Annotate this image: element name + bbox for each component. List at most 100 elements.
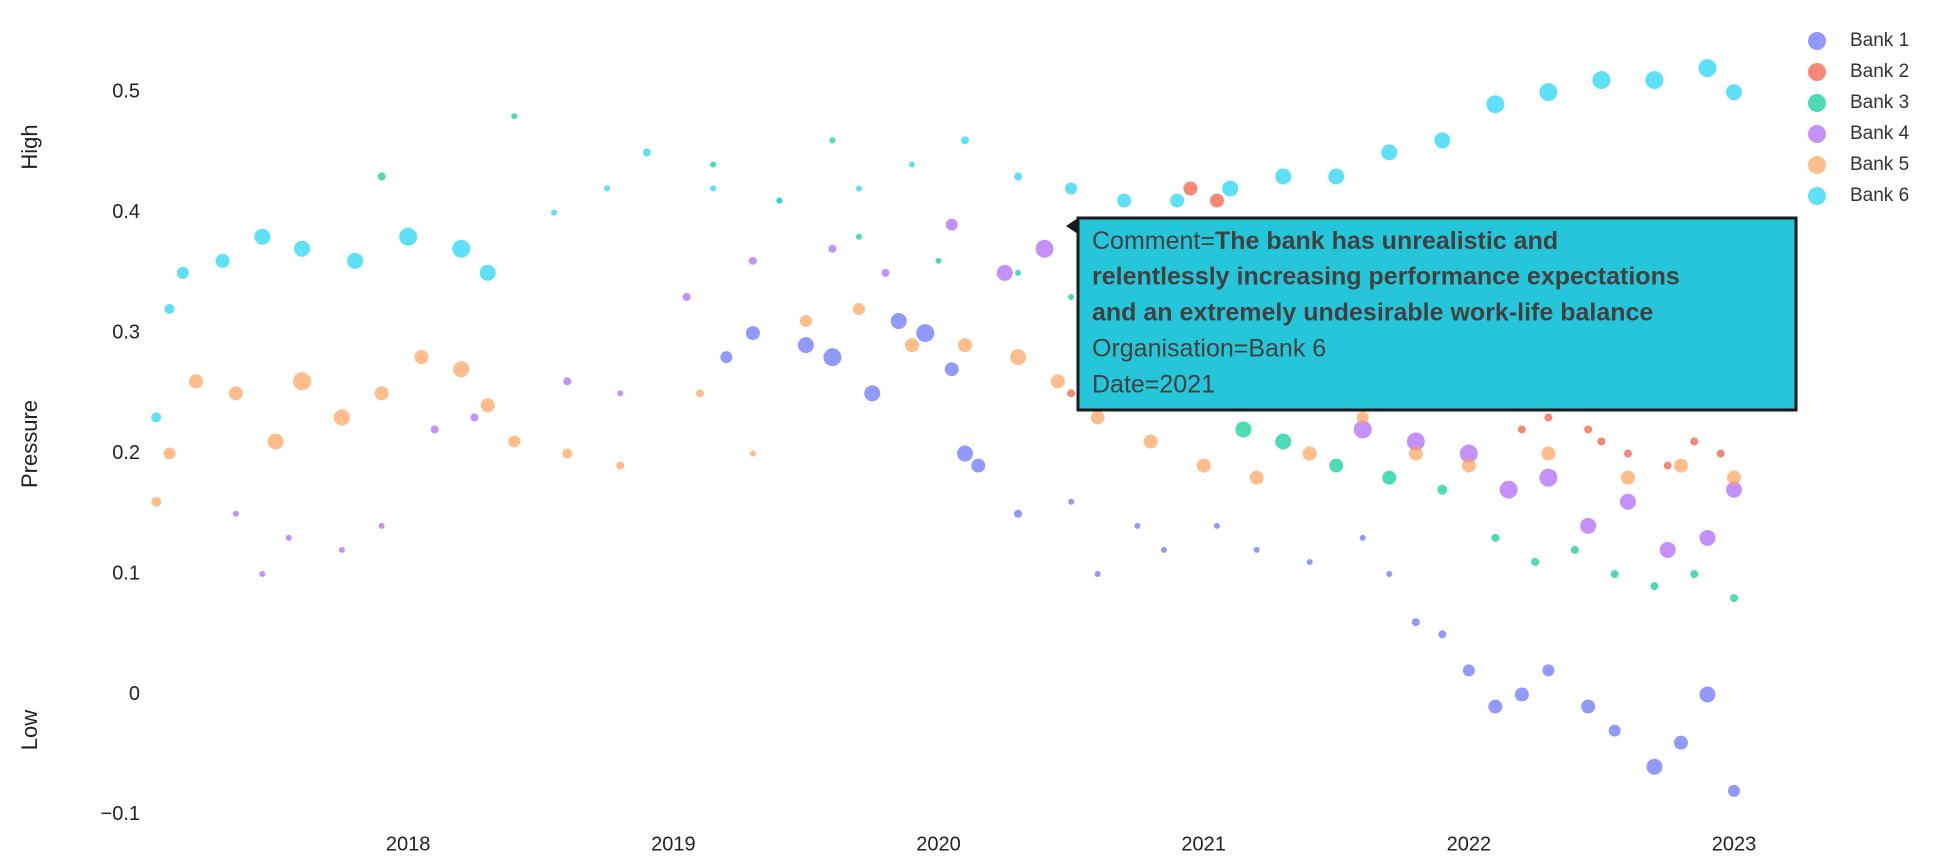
data-point	[551, 209, 558, 216]
data-point	[1539, 83, 1558, 102]
data-point	[1437, 484, 1448, 495]
y-tick-label: 0	[129, 683, 140, 705]
plot-area	[151, 59, 1742, 797]
data-point	[945, 218, 958, 231]
data-point	[864, 385, 881, 402]
data-point	[996, 264, 1013, 281]
data-point	[1698, 59, 1717, 78]
data-point	[1014, 509, 1023, 518]
data-point	[604, 185, 611, 192]
data-point	[1035, 239, 1054, 258]
data-point	[1090, 410, 1105, 425]
data-point	[828, 244, 837, 253]
data-point	[1222, 180, 1239, 197]
data-point	[1170, 193, 1185, 208]
data-point	[961, 136, 970, 145]
data-point	[294, 240, 311, 257]
hover-tooltip: Comment=The bank has unrealistic and rel…	[1066, 216, 1798, 412]
y-axis-label: High	[17, 124, 42, 169]
legend-marker	[1808, 94, 1826, 112]
data-point	[890, 313, 907, 330]
data-point	[1608, 724, 1621, 737]
data-point	[908, 161, 915, 168]
data-point	[479, 264, 496, 281]
y-tick-label: −0.1	[101, 803, 140, 825]
data-point	[163, 447, 176, 460]
legend-marker	[1808, 32, 1826, 50]
data-point	[338, 546, 345, 553]
data-point	[215, 253, 230, 268]
data-point	[1650, 582, 1659, 591]
data-point	[267, 433, 284, 450]
data-point	[1730, 594, 1738, 603]
y-tick-label: 0.2	[112, 442, 140, 464]
tooltip-box	[1076, 216, 1798, 412]
data-point	[749, 450, 756, 457]
data-point	[1068, 293, 1075, 300]
x-tick-label: 2020	[916, 833, 961, 855]
data-point	[1117, 193, 1132, 208]
data-point	[176, 266, 189, 279]
data-point	[916, 324, 935, 343]
tooltip-arrow	[1066, 218, 1078, 234]
data-point	[1619, 493, 1636, 510]
data-point	[254, 228, 271, 245]
data-point	[823, 348, 842, 367]
data-point	[1160, 546, 1167, 553]
data-point	[1359, 534, 1366, 541]
data-point	[1727, 470, 1741, 485]
data-point	[1699, 529, 1716, 546]
data-point	[1541, 446, 1556, 461]
data-point	[259, 571, 266, 578]
data-point	[944, 362, 959, 377]
data-point	[399, 227, 418, 246]
data-point	[695, 389, 704, 398]
legend-label: Bank 1	[1850, 30, 1909, 51]
data-point	[1620, 470, 1635, 485]
data-point	[776, 197, 783, 204]
data-point	[1699, 686, 1716, 703]
data-point	[1209, 193, 1224, 208]
data-point	[1275, 168, 1292, 185]
data-point	[1597, 437, 1606, 446]
tooltip-comment: relentlessly increasing performance expe…	[1092, 263, 1680, 291]
data-point	[232, 510, 239, 517]
data-point	[511, 113, 518, 120]
data-point	[378, 522, 385, 529]
data-point	[1610, 570, 1619, 579]
legend-marker	[1808, 187, 1826, 205]
legend-label: Bank 6	[1850, 185, 1909, 206]
data-point	[829, 137, 836, 144]
data-point	[1328, 168, 1345, 185]
data-point	[347, 252, 364, 269]
data-point	[452, 239, 471, 258]
data-point	[563, 377, 572, 386]
data-point	[228, 386, 243, 401]
y-axis-label: Pressure	[17, 400, 42, 488]
data-point	[414, 350, 429, 365]
data-point	[1459, 444, 1478, 463]
data-point	[642, 148, 651, 157]
y-tick-label: 0.4	[112, 201, 140, 223]
y-tick-label: 0.1	[112, 562, 140, 584]
data-point	[1690, 570, 1699, 579]
data-point	[1580, 517, 1597, 534]
data-point	[1382, 470, 1397, 485]
data-point	[745, 326, 760, 341]
data-point	[430, 425, 439, 434]
data-point	[1517, 425, 1526, 434]
data-point	[1438, 630, 1447, 639]
data-point	[333, 409, 350, 426]
data-point	[480, 398, 495, 413]
data-point	[470, 413, 479, 422]
data-point	[1434, 132, 1451, 149]
data-point	[1329, 458, 1344, 473]
data-point	[852, 303, 865, 315]
x-tick-label: 2023	[1712, 833, 1757, 855]
legend-marker	[1808, 63, 1826, 81]
data-point	[151, 496, 162, 507]
y-axis-label: Low	[17, 710, 42, 750]
data-point	[1050, 374, 1065, 389]
x-tick-label: 2019	[651, 833, 696, 855]
data-point	[1275, 433, 1292, 450]
